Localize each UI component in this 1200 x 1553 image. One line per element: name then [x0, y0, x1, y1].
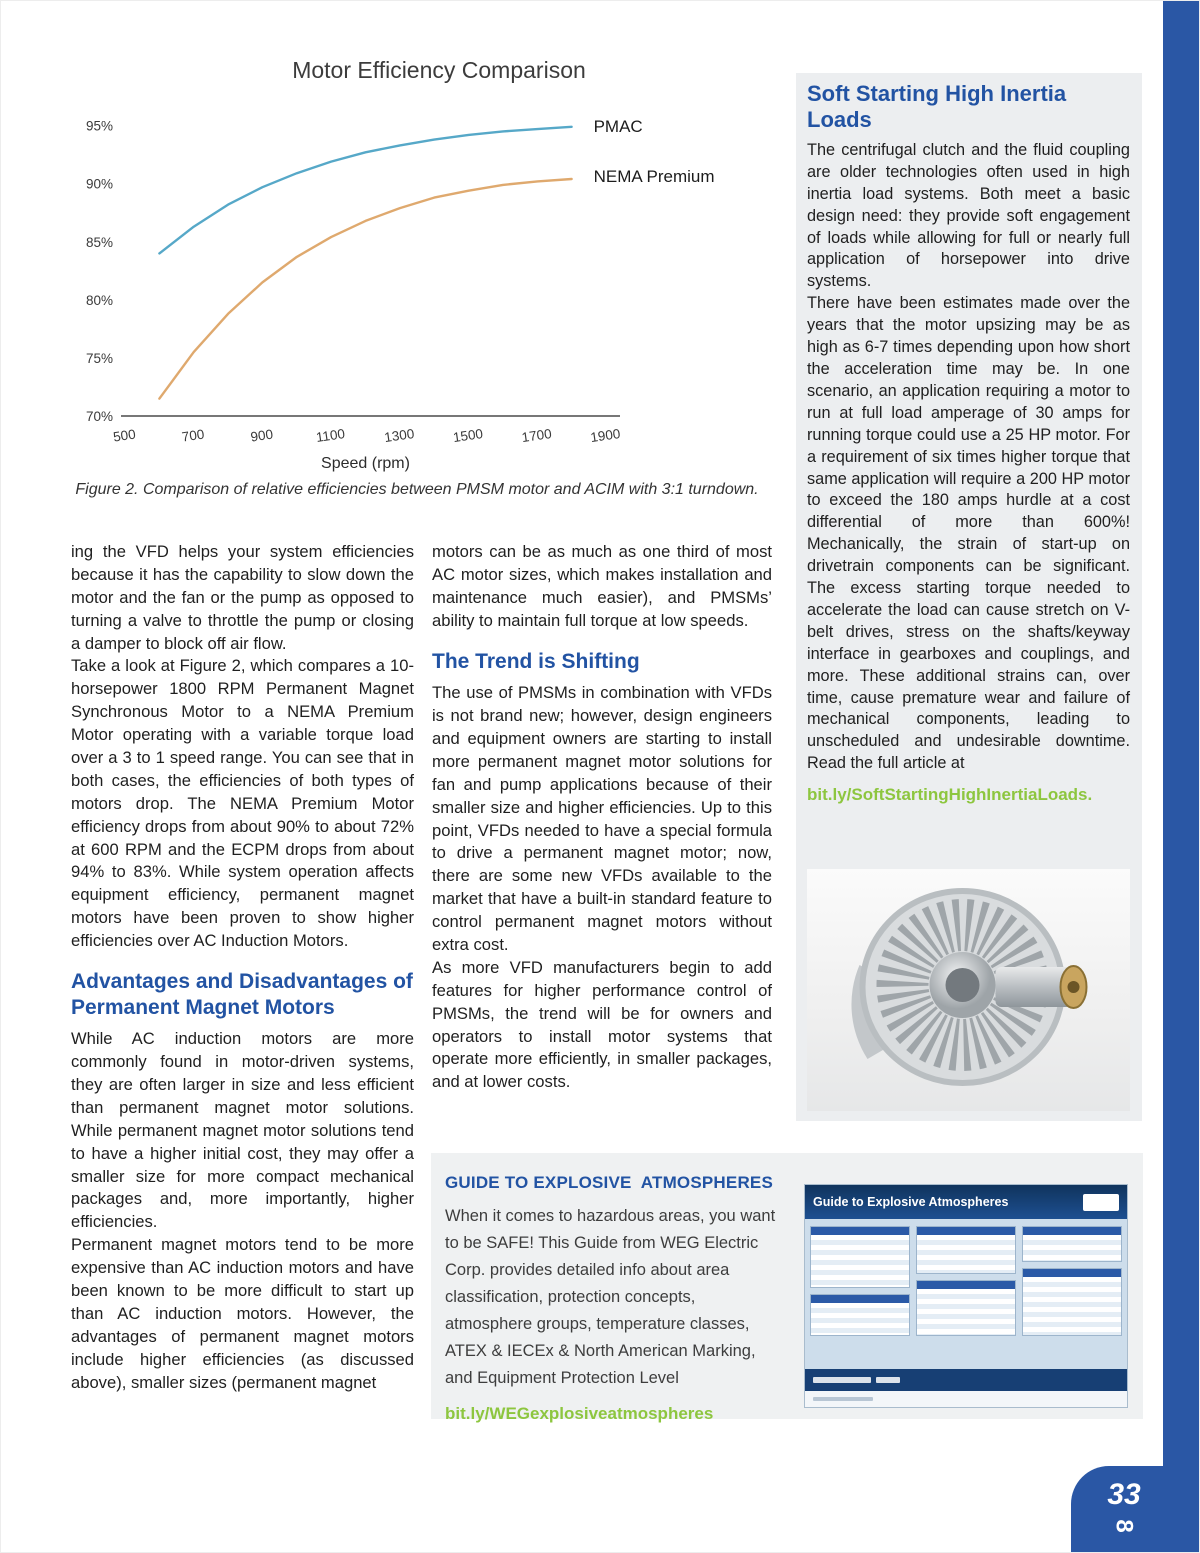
guide-thumbnail-tables: [805, 1219, 1127, 1369]
svg-text:500: 500: [112, 427, 136, 445]
paragraph: While AC induction motors are more commo…: [71, 1029, 414, 1232]
svg-text:80%: 80%: [86, 293, 113, 308]
paragraph: motors can be as much as one third of mo…: [432, 542, 772, 630]
section-heading-trend: The Trend is Shifting: [432, 649, 640, 673]
spine-digit: 8: [1110, 1519, 1138, 1533]
svg-text:1300: 1300: [383, 426, 415, 445]
page-number: 33: [1107, 1478, 1141, 1511]
svg-text:1900: 1900: [589, 426, 621, 445]
efficiency-chart-svg: 70% 75% 80% 85% 90% 95% 500 700 900 1100 1300 1500 1…: [86, 117, 715, 472]
svg-text:NEMA Premium: NEMA Premium: [594, 167, 715, 186]
paragraph: The use of PMSMs in combination with VFD…: [432, 683, 772, 954]
guide-link[interactable]: bit.ly/WEGexplosiveatmospheres: [445, 1404, 714, 1424]
guide-title: GUIDE TO EXPLOSIVE ATMOSPHERES: [445, 1173, 773, 1192]
sidebar-soft-starting: Soft Starting High Inertia Loads The cen…: [796, 73, 1142, 1121]
chart-title: Motor Efficiency Comparison: [292, 57, 586, 83]
weg-logo: [1083, 1193, 1119, 1211]
svg-text:700: 700: [181, 427, 205, 445]
figure-caption: Figure 2. Comparison of relative efficie…: [75, 481, 759, 498]
svg-text:75%: 75%: [86, 351, 113, 366]
clutch-illustration: [851, 888, 1088, 1086]
page-corner: 33 8: [1071, 1466, 1199, 1552]
svg-text:90%: 90%: [86, 177, 113, 192]
page-edge-strip: [1163, 1, 1199, 1552]
guide-explosive-atmospheres-box: GUIDE TO EXPLOSIVE ATMOSPHERES When it c…: [431, 1153, 1143, 1423]
svg-text:85%: 85%: [86, 235, 113, 250]
thumbnail-table-block: [916, 1280, 1016, 1336]
guide-thumbnail-title: Guide to Explosive Atmospheres: [813, 1195, 1009, 1209]
svg-text:1700: 1700: [521, 426, 553, 445]
guide-thumbnail: Guide to Explosive Atmospheres: [805, 1185, 1127, 1407]
article-column-2: motors can be as much as one third of mo…: [432, 541, 772, 1094]
thumbnail-table-block: [1022, 1226, 1122, 1262]
svg-text:1500: 1500: [452, 426, 484, 445]
paragraph: Permanent magnet motors tend to be more …: [71, 1235, 414, 1392]
paragraph: ing the VFD helps your system efficienci…: [71, 542, 414, 653]
guide-thumbnail-banner: [805, 1369, 1127, 1391]
thumbnail-table-block: [916, 1226, 1016, 1274]
paragraph: Take a look at Figure 2, which compares …: [71, 656, 414, 951]
thumbnail-table-block: [810, 1226, 910, 1288]
paragraph: As more VFD manufacturers begin to add f…: [432, 957, 772, 1092]
thumbnail-table-block: [1022, 1268, 1122, 1336]
guide-thumbnail-footer: [805, 1391, 1127, 1407]
article-column-1: ing the VFD helps your system efficienci…: [71, 541, 414, 1395]
guide-body: When it comes to hazardous areas, you wa…: [445, 1207, 776, 1388]
section-heading-advantages: Advantages and Disadvantages of Permanen…: [71, 970, 413, 1019]
svg-text:PMAC: PMAC: [594, 117, 643, 136]
efficiency-chart: Motor Efficiency Comparison 70% 75% 80% 85%…: [67, 57, 811, 480]
svg-text:1100: 1100: [315, 426, 346, 445]
sidebar-title: Soft Starting High Inertia Loads: [807, 81, 1067, 132]
svg-text:95%: 95%: [86, 119, 113, 134]
soft-starting-link[interactable]: bit.ly/SoftStartingHighInertiaLoads.: [807, 785, 1093, 805]
guide-thumbnail-header: Guide to Explosive Atmospheres: [805, 1185, 1127, 1219]
paragraph: There have been estimates made over the …: [807, 294, 1130, 773]
centrifugal-clutch-image: [807, 869, 1130, 1111]
svg-text:900: 900: [250, 427, 274, 445]
paragraph: The centrifugal clutch and the fluid cou…: [807, 140, 1130, 291]
thumbnail-table-block: [810, 1294, 910, 1336]
svg-text:70%: 70%: [86, 409, 113, 424]
svg-text:Speed (rpm): Speed (rpm): [321, 455, 410, 472]
